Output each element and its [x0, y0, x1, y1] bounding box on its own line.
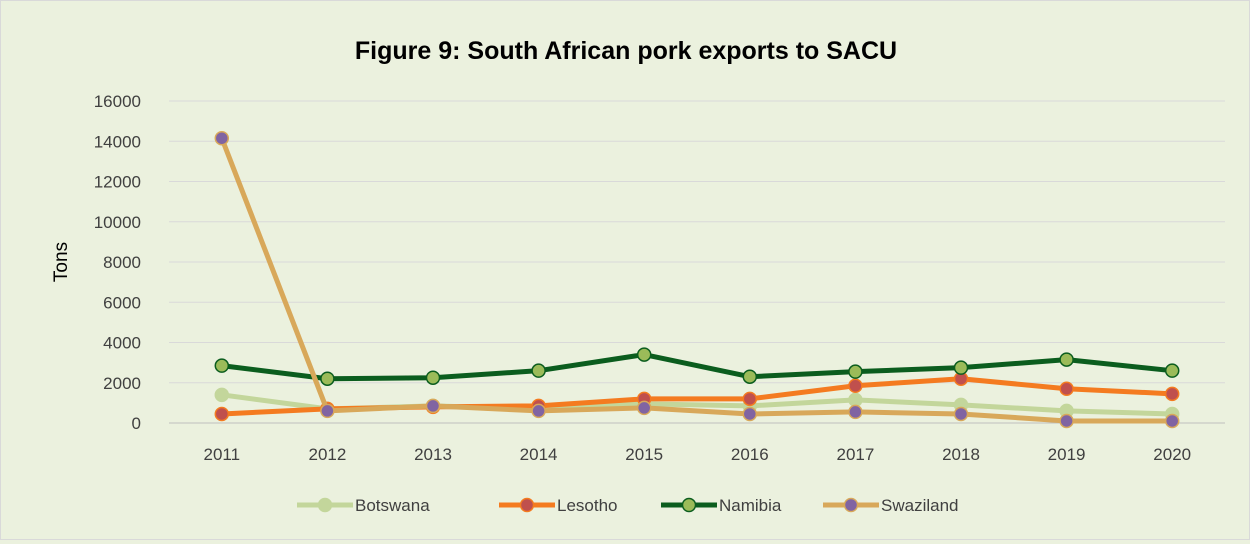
y-tick-label: 10000 — [94, 213, 141, 232]
data-point — [320, 371, 335, 386]
y-tick-label: 0 — [132, 414, 141, 433]
data-point — [531, 363, 546, 378]
series-layer — [214, 130, 1180, 429]
legend-item: Namibia — [661, 496, 782, 515]
data-point — [1164, 386, 1180, 402]
data-point — [320, 403, 335, 419]
y-tick-label: 16000 — [94, 92, 141, 111]
legend-marker — [681, 497, 697, 513]
data-point — [742, 391, 758, 407]
data-point — [848, 404, 863, 420]
data-point — [1059, 352, 1074, 367]
x-tick-label: 2019 — [1048, 445, 1086, 464]
data-point — [214, 387, 230, 403]
legend-label: Namibia — [719, 496, 782, 515]
data-point — [848, 364, 863, 379]
legend-item: Botswana — [297, 496, 430, 515]
data-point — [214, 406, 230, 422]
x-tick-label: 2017 — [836, 445, 874, 464]
y-tick-label: 8000 — [103, 253, 141, 272]
x-tick-label: 2013 — [414, 445, 452, 464]
legend-label: Swaziland — [881, 496, 959, 515]
series-botswana — [214, 387, 1180, 422]
data-point — [425, 370, 441, 385]
data-point — [848, 378, 863, 394]
series-line — [219, 135, 1175, 424]
x-axis-ticks: 2011 2012 2013 2014 2015 2016 2017 2018 2019 2020 — [204, 445, 1192, 464]
data-point — [425, 398, 441, 414]
chart-title: Figure 9: South African pork exports to … — [355, 37, 897, 65]
legend-marker — [519, 497, 535, 513]
x-tick-label: 2016 — [731, 445, 769, 464]
series-line — [219, 352, 1175, 382]
legend-label: Botswana — [355, 496, 430, 515]
data-point — [742, 406, 758, 422]
data-point — [1059, 413, 1074, 429]
y-tick-label: 6000 — [103, 293, 141, 312]
x-tick-label: 2011 — [204, 445, 241, 464]
legend-item: Swaziland — [823, 496, 959, 515]
data-point — [953, 406, 969, 422]
legend: Botswana Lesotho Namibia Swaziland — [297, 496, 959, 515]
legend-label: Lesotho — [557, 496, 618, 515]
legend-item: Lesotho — [499, 496, 618, 515]
y-tick-label: 14000 — [94, 132, 141, 151]
y-tick-label: 2000 — [103, 374, 141, 393]
data-point — [742, 369, 758, 384]
data-point — [953, 360, 969, 375]
y-axis-label: Tons — [51, 242, 72, 282]
data-point — [1164, 413, 1180, 429]
data-point — [531, 403, 546, 419]
x-tick-label: 2014 — [520, 445, 558, 464]
x-tick-label: 2020 — [1153, 445, 1191, 464]
data-point — [636, 347, 652, 362]
x-tick-label: 2012 — [308, 445, 346, 464]
legend-marker — [317, 497, 333, 513]
y-tick-label: 4000 — [103, 334, 141, 353]
series-namibia — [214, 347, 1180, 386]
x-tick-label: 2018 — [942, 445, 980, 464]
series-swaziland — [214, 130, 1180, 429]
data-point — [214, 130, 230, 146]
data-point — [1059, 381, 1074, 397]
data-point — [214, 358, 230, 373]
gridlines — [169, 100, 1225, 424]
data-point — [636, 400, 652, 416]
data-point — [848, 392, 863, 408]
legend-marker — [843, 497, 859, 513]
data-point — [1164, 363, 1180, 378]
y-tick-label: 12000 — [94, 173, 141, 192]
x-tick-label: 2015 — [625, 445, 663, 464]
y-axis-ticks: 0 2000 4000 6000 8000 10000 12000 14000 16000 — [94, 92, 141, 433]
